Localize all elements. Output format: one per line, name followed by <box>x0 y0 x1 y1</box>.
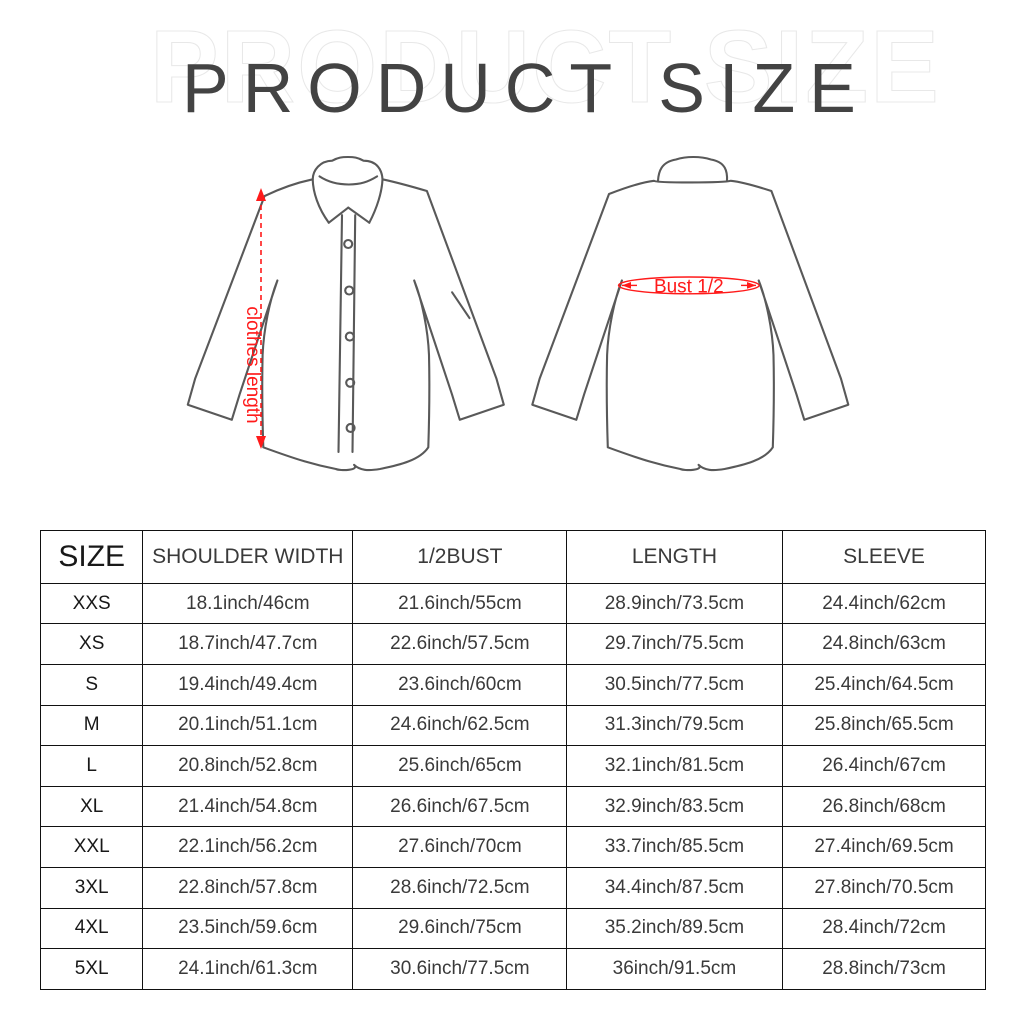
svg-text:Bust 1/2: Bust 1/2 <box>654 277 724 298</box>
